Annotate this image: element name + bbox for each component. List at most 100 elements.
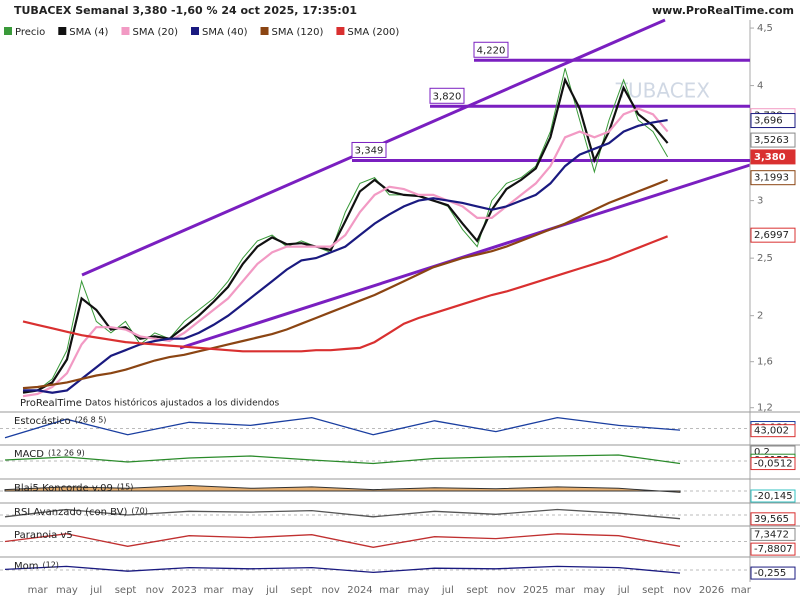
x-tick-label: sept: [642, 585, 664, 596]
price-label-box: [750, 132, 796, 148]
price-label-box: [750, 457, 796, 471]
price-label-box: [750, 527, 796, 541]
price-label-box: [750, 113, 796, 129]
price-label-box: [750, 566, 796, 580]
x-tick-label: jul: [617, 585, 630, 596]
series-line: [22, 178, 669, 390]
x-tick-label: mar: [203, 585, 224, 596]
level-label: 3,820: [433, 91, 462, 102]
x-tick-label: sept: [115, 585, 137, 596]
chart-title: TUBACEX Semanal 3,380 -1,60 % 24 oct 202…: [14, 4, 357, 17]
x-tick-label: mar: [379, 585, 400, 596]
price-label: 3,696: [754, 116, 783, 127]
x-tick-label: nov: [321, 585, 339, 596]
legend-swatch: [121, 27, 130, 35]
legend-swatch: [4, 27, 12, 35]
x-tick-label: nov: [673, 585, 691, 596]
legend-swatch: [58, 27, 67, 35]
legend-label: SMA (40): [202, 27, 248, 38]
x-tick-label: may: [56, 585, 78, 596]
x-tick-label: mar: [555, 585, 576, 596]
x-tick-label: may: [583, 585, 605, 596]
price-label-box: [750, 542, 796, 556]
series-line: [22, 235, 669, 353]
x-tick-label: sept: [466, 585, 488, 596]
price-label: 3,380: [754, 152, 786, 163]
panel-title: Estocástico: [14, 415, 71, 427]
legend-label: Precio: [15, 27, 45, 38]
price-label: -0,0512: [754, 459, 793, 470]
x-tick-label: may: [408, 585, 430, 596]
price-label: 0,2: [754, 447, 770, 458]
price-label: -0,255: [754, 568, 786, 579]
price-label-box: [750, 424, 796, 438]
panel-title: Paranoia v5: [14, 530, 73, 541]
level-box: [473, 41, 509, 58]
price-label: 2,6997: [754, 230, 789, 241]
site-url: www.ProRealTime.com: [652, 4, 794, 17]
level-label: 3,349: [355, 145, 384, 156]
y-tick-label: 1,2: [757, 403, 773, 414]
y-tick-label: 1,6: [757, 357, 773, 368]
panel-title: Blai5 Koncorde v.09: [14, 483, 113, 494]
panel-area: [4, 484, 681, 493]
y-tick-label: 4,5: [757, 23, 773, 34]
y-tick-label: 2,5: [757, 253, 773, 264]
note: Datos históricos ajustados a los dividen…: [85, 398, 280, 409]
legend-swatch: [260, 27, 269, 35]
legend-label: SMA (4): [69, 27, 108, 38]
level-box: [429, 87, 465, 104]
brand: ProRealTime: [20, 398, 82, 409]
legend-label: SMA (200): [347, 27, 399, 38]
level-box: [351, 141, 387, 158]
price-label-box: [750, 489, 796, 503]
x-tick-label: sept: [291, 585, 313, 596]
x-tick-label: may: [232, 585, 254, 596]
price-label-box: [750, 149, 796, 165]
series-line: [23, 119, 668, 394]
legend-label: SMA (20): [132, 27, 178, 38]
price-label-box: [750, 512, 796, 526]
x-tick-label: jul: [265, 585, 278, 596]
y-tick-label: 4: [757, 81, 763, 92]
x-tick-label: 2025: [523, 585, 548, 596]
panel-params: (15): [117, 483, 133, 492]
x-tick-label: 2026: [699, 585, 724, 596]
panel-line: [4, 533, 681, 548]
price-label: 3,1993: [754, 173, 789, 184]
x-tick-label: 2023: [171, 585, 196, 596]
y-tick-label: 3: [757, 196, 763, 207]
panel-params: (12 26 9): [48, 449, 85, 458]
x-tick-label: jul: [89, 585, 102, 596]
price-label-box: [750, 170, 796, 186]
price-label: 3,5263: [754, 135, 789, 146]
price-label: 39,565: [754, 514, 789, 525]
panel-line: [4, 416, 681, 439]
price-label-box: [750, 227, 796, 243]
y-tick-label: 2: [757, 311, 763, 322]
level-label: 4,220: [477, 45, 506, 56]
legend-label: SMA (120): [272, 27, 324, 38]
legend-swatch: [336, 27, 345, 35]
panel-line: [4, 508, 681, 520]
price-label: -7,8807: [754, 544, 793, 555]
panel-line: [4, 454, 681, 465]
panel-line: [4, 565, 681, 574]
series-line: [23, 68, 669, 391]
panel-title: Mom: [14, 561, 39, 572]
x-tick-label: jul: [441, 585, 454, 596]
x-tick-label: nov: [497, 585, 515, 596]
price-label: 43,002: [754, 426, 789, 437]
x-tick-label: mar: [731, 585, 752, 596]
panel-params: (70): [131, 507, 147, 516]
series-line: [22, 107, 669, 398]
price-label: -20,145: [754, 491, 793, 502]
legend-swatch: [191, 27, 199, 35]
x-tick-label: mar: [28, 585, 49, 596]
x-tick-label: nov: [146, 585, 164, 596]
panel-params: (26 8 5): [75, 416, 107, 425]
x-tick-label: 2024: [347, 585, 372, 596]
